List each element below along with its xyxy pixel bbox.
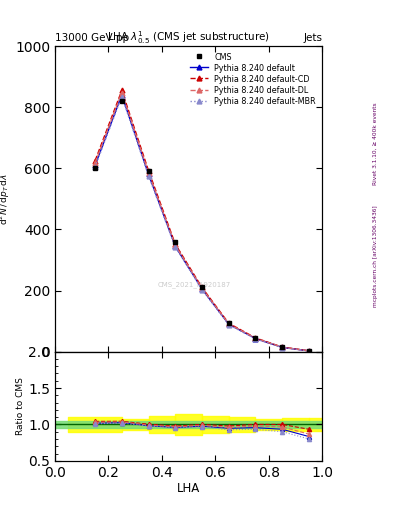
Pythia 8.240 default: [146, 172, 151, 178]
Line: Pythia 8.240 default-DL: Pythia 8.240 default-DL: [93, 90, 311, 353]
Pythia 8.240 default-MBR: [146, 173, 151, 179]
Pythia 8.240 default-DL: [119, 90, 124, 96]
Pythia 8.240 default-DL: [146, 170, 151, 176]
Pythia 8.240 default-CD: [119, 88, 124, 94]
Line: CMS: CMS: [93, 99, 311, 353]
Pythia 8.240 default-CD: [146, 168, 151, 174]
Pythia 8.240 default-MBR: [307, 348, 311, 354]
Pythia 8.240 default-CD: [280, 344, 285, 350]
CMS: [307, 348, 311, 354]
Pythia 8.240 default: [226, 321, 231, 327]
Pythia 8.240 default: [93, 162, 97, 168]
Pythia 8.240 default: [119, 92, 124, 98]
Line: Pythia 8.240 default-CD: Pythia 8.240 default-CD: [93, 88, 311, 353]
Pythia 8.240 default-MBR: [93, 164, 97, 170]
Pythia 8.240 default-CD: [93, 158, 97, 164]
Bar: [55, 421, 322, 428]
Pythia 8.240 default: [253, 335, 258, 342]
Pythia 8.240 default-DL: [226, 321, 231, 327]
Pythia 8.240 default-DL: [93, 160, 97, 166]
Pythia 8.240 default-MBR: [280, 345, 285, 351]
Text: CMS_2021_I1920187: CMS_2021_I1920187: [157, 281, 231, 288]
Pythia 8.240 default: [200, 286, 204, 292]
Pythia 8.240 default-MBR: [200, 287, 204, 293]
Pythia 8.240 default-DL: [253, 335, 258, 342]
Pythia 8.240 default-MBR: [253, 336, 258, 342]
Legend: CMS, Pythia 8.240 default, Pythia 8.240 default-CD, Pythia 8.240 default-DL, Pyt: CMS, Pythia 8.240 default, Pythia 8.240 …: [187, 50, 318, 108]
Line: Pythia 8.240 default: Pythia 8.240 default: [93, 93, 311, 353]
CMS: [253, 335, 258, 341]
Pythia 8.240 default-CD: [253, 335, 258, 341]
Pythia 8.240 default: [173, 243, 178, 249]
Text: Jets: Jets: [303, 33, 322, 44]
Pythia 8.240 default-DL: [200, 285, 204, 291]
Line: Pythia 8.240 default-MBR: Pythia 8.240 default-MBR: [93, 94, 311, 353]
Y-axis label: $\mathrm{d}^2N\,/\,\mathrm{d}p_T\,\mathrm{d}\lambda$: $\mathrm{d}^2N\,/\,\mathrm{d}p_T\,\mathr…: [0, 173, 12, 225]
Text: 13000 GeV pp: 13000 GeV pp: [55, 33, 129, 44]
Pythia 8.240 default-CD: [200, 285, 204, 291]
CMS: [119, 98, 124, 104]
Pythia 8.240 default-CD: [173, 241, 178, 247]
CMS: [146, 168, 151, 175]
Pythia 8.240 default-CD: [226, 320, 231, 326]
Pythia 8.240 default-MBR: [119, 93, 124, 99]
Pythia 8.240 default-DL: [280, 344, 285, 350]
CMS: [200, 285, 204, 291]
CMS: [280, 344, 285, 350]
Pythia 8.240 default: [280, 344, 285, 350]
Pythia 8.240 default-MBR: [226, 322, 231, 328]
CMS: [226, 319, 231, 326]
Y-axis label: Ratio to CMS: Ratio to CMS: [17, 377, 26, 435]
Pythia 8.240 default-DL: [307, 348, 311, 354]
Pythia 8.240 default: [307, 348, 311, 354]
Text: mcplots.cern.ch [arXiv:1306.3436]: mcplots.cern.ch [arXiv:1306.3436]: [373, 205, 378, 307]
CMS: [173, 239, 178, 245]
Title: LHA $\lambda^{1}_{0.5}$ (CMS jet substructure): LHA $\lambda^{1}_{0.5}$ (CMS jet substru…: [107, 29, 270, 46]
Pythia 8.240 default-DL: [173, 242, 178, 248]
Pythia 8.240 default-MBR: [173, 244, 178, 250]
Pythia 8.240 default-CD: [307, 348, 311, 354]
X-axis label: LHA: LHA: [177, 482, 200, 496]
CMS: [93, 165, 97, 172]
Text: Rivet 3.1.10, ≥ 400k events: Rivet 3.1.10, ≥ 400k events: [373, 102, 378, 185]
